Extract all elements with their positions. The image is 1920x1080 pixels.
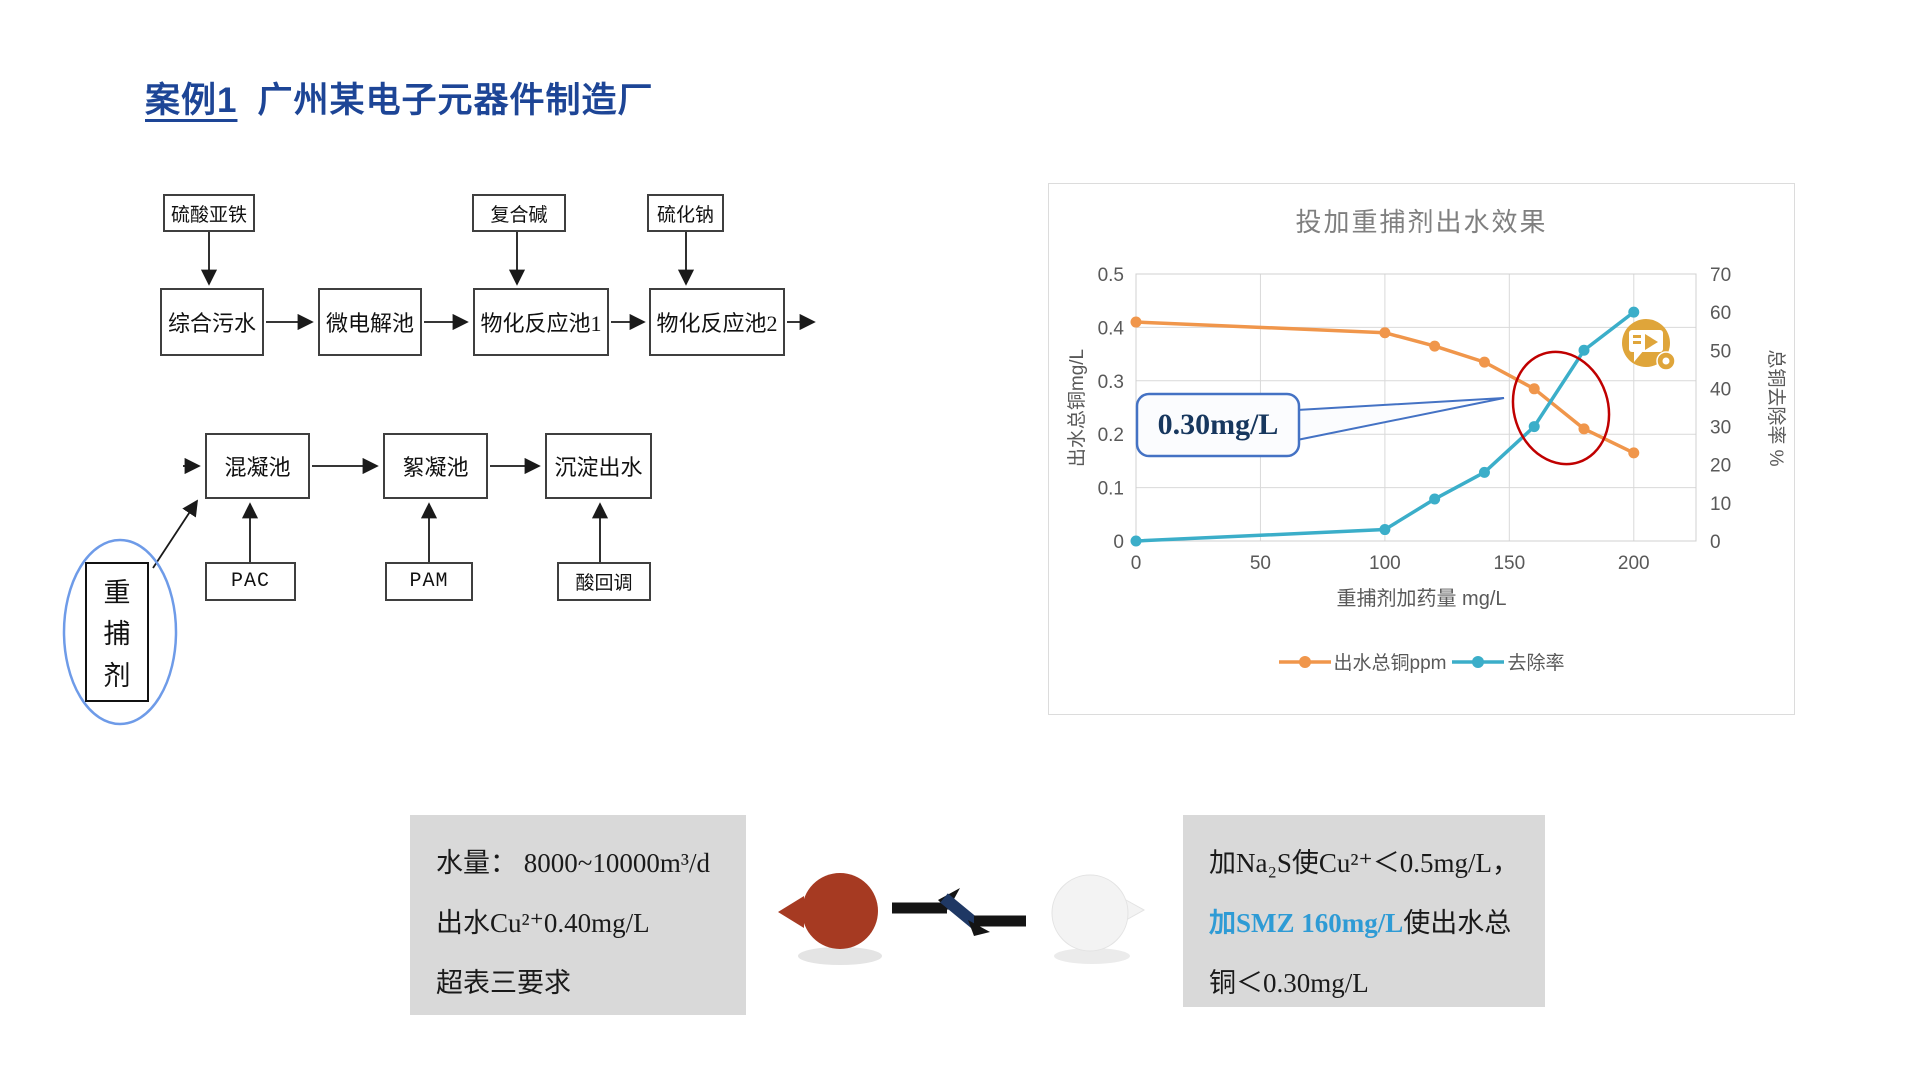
info-line-rest: 使出水总 bbox=[1403, 908, 1512, 938]
capture-agent-char: 重 bbox=[103, 578, 131, 609]
box-coagulation-tank: 混凝池 bbox=[205, 433, 310, 499]
capture-agent-box: 重 捕 剂 bbox=[85, 562, 149, 702]
media-icon-line bbox=[1633, 335, 1641, 338]
xtick: 100 bbox=[1369, 553, 1401, 574]
series-marker-0 bbox=[1578, 423, 1590, 435]
ytick-right: 40 bbox=[1710, 379, 1731, 400]
ytick-right: 70 bbox=[1710, 265, 1731, 286]
ytick-right: 50 bbox=[1710, 341, 1731, 362]
bond-zigzag-shape bbox=[892, 888, 1026, 936]
ytick-right: 60 bbox=[1710, 303, 1731, 324]
capture-agent-char: 剂 bbox=[103, 660, 131, 691]
ytick-right: 20 bbox=[1710, 456, 1731, 477]
chart-title: 投加重捕剂出水效果 bbox=[1295, 207, 1548, 237]
series-marker-1 bbox=[1478, 466, 1490, 478]
capture-agent-ellipse bbox=[62, 538, 178, 726]
y-axis-label-right: 总铜去除率 % bbox=[1765, 349, 1786, 467]
white-drop-shape bbox=[1051, 874, 1146, 952]
transition-graphic bbox=[778, 873, 1146, 965]
callout-bubble bbox=[1135, 392, 1301, 458]
series-marker-0 bbox=[1379, 327, 1391, 339]
page-title: 案例1 广州某电子元器件制造厂 bbox=[145, 72, 653, 123]
legend-label: 去除率 bbox=[1507, 653, 1565, 674]
info-line: 铜＜0.30mg/L bbox=[1209, 968, 1369, 998]
series-marker-0 bbox=[1628, 447, 1640, 459]
series-marker-0 bbox=[1478, 356, 1490, 368]
series-marker-0 bbox=[1130, 316, 1142, 328]
ytick-left: 0.3 bbox=[1098, 372, 1124, 393]
ytick-left: 0.2 bbox=[1098, 425, 1124, 446]
info-box-before: 水量： 8000~10000m³/d 出水Cu²⁺0.40mg/L 超表三要求 bbox=[410, 815, 746, 1015]
box-pac: PAC bbox=[205, 562, 296, 601]
drop-shadow bbox=[1054, 948, 1130, 964]
y-axis-label-left: 出水总铜mg/L bbox=[1067, 348, 1088, 468]
chart-legend: 出水总铜ppm 去除率 bbox=[1049, 648, 1794, 675]
info-line: 超表三要求 bbox=[436, 968, 571, 998]
xtick: 50 bbox=[1250, 553, 1271, 574]
series-marker-1 bbox=[1578, 344, 1590, 356]
legend-marker-line bbox=[1452, 655, 1505, 668]
capture-agent-char: 捕 bbox=[103, 619, 131, 650]
info-line: 加Na₂S使Cu²⁺＜0.5mg/L， bbox=[1209, 848, 1520, 878]
ytick-left: 0 bbox=[1113, 532, 1124, 553]
red-drop-shape bbox=[778, 873, 878, 949]
xtick: 200 bbox=[1618, 553, 1650, 574]
ytick-right: 10 bbox=[1710, 494, 1731, 515]
box-microelectrolysis-tank: 微电解池 bbox=[318, 288, 422, 356]
box-pam: PAM bbox=[385, 562, 473, 601]
series-marker-1 bbox=[1528, 421, 1540, 433]
box-ferrous-sulfate: 硫酸亚铁 bbox=[163, 194, 255, 232]
ytick-left: 0.1 bbox=[1098, 479, 1124, 500]
ytick-right: 0 bbox=[1710, 532, 1721, 553]
ytick-left: 0.5 bbox=[1098, 265, 1124, 286]
arrow-group bbox=[152, 232, 816, 569]
box-sedimentation-effluent: 沉淀出水 bbox=[545, 433, 652, 499]
info-box-after: 加Na₂S使Cu²⁺＜0.5mg/L， 加SMZ 160mg/L使出水总 铜＜0… bbox=[1183, 815, 1545, 1007]
line-chart: 0 0.1 0.2 0.3 0.4 0.5 0 10 20 30 40 50 60 70 0 50 100 150… bbox=[1098, 265, 1732, 574]
media-icon-bubble-tail bbox=[1634, 350, 1644, 362]
case-title-label: 广州某电子元器件制造厂 bbox=[257, 81, 654, 120]
info-line: 出水Cu²⁺0.40mg/L bbox=[436, 908, 650, 938]
box-reaction-tank-2: 物化反应池2 bbox=[649, 288, 785, 356]
xtick: 150 bbox=[1493, 553, 1525, 574]
media-icon-badge-dot bbox=[1662, 357, 1670, 365]
smz-dose-highlight: 加SMZ 160mg/L bbox=[1209, 908, 1404, 938]
series-marker-1 bbox=[1130, 535, 1142, 547]
series-marker-1 bbox=[1429, 493, 1441, 505]
drop-shadow bbox=[798, 947, 882, 965]
chart-panel: 投加重捕剂出水效果 0 0.1 0.2 0.3 0.4 0.5 0 10 20 30 40 50 60 7… bbox=[1048, 183, 1795, 715]
info-line: 加SMZ 160mg/L使出水总 bbox=[1209, 893, 1545, 953]
legend-item-copper: 出水总铜ppm bbox=[1278, 648, 1447, 675]
box-reaction-tank-1: 物化反应池1 bbox=[473, 288, 609, 356]
legend-item-removal: 去除率 bbox=[1452, 648, 1564, 675]
legend-marker-line bbox=[1278, 655, 1331, 668]
series-marker-0 bbox=[1429, 340, 1441, 352]
series-marker-1 bbox=[1628, 306, 1640, 318]
legend-label: 出水总铜ppm bbox=[1333, 653, 1447, 674]
ytick-right: 30 bbox=[1710, 418, 1731, 439]
xtick: 0 bbox=[1131, 553, 1142, 574]
box-compound-alkali: 复合碱 bbox=[472, 194, 566, 232]
media-icon-line bbox=[1633, 341, 1641, 344]
info-line: 水量： 8000~10000m³/d bbox=[436, 848, 710, 878]
arrow-agent-to-coagulation bbox=[152, 499, 198, 569]
box-acid-readjust: 酸回调 bbox=[557, 562, 651, 601]
case-number-label: 案例1 bbox=[145, 81, 238, 120]
box-flocculation-tank: 絮凝池 bbox=[383, 433, 488, 499]
x-axis-label: 重捕剂加药量 mg/L bbox=[1336, 588, 1507, 610]
series-marker-0 bbox=[1528, 383, 1540, 395]
box-combined-wastewater: 综合污水 bbox=[160, 288, 264, 356]
ytick-left: 0.4 bbox=[1098, 318, 1125, 339]
play-icon bbox=[1645, 334, 1658, 350]
highlight-circle bbox=[1511, 350, 1611, 466]
series-marker-1 bbox=[1379, 524, 1391, 536]
box-sodium-sulfide: 硫化钠 bbox=[647, 194, 724, 232]
